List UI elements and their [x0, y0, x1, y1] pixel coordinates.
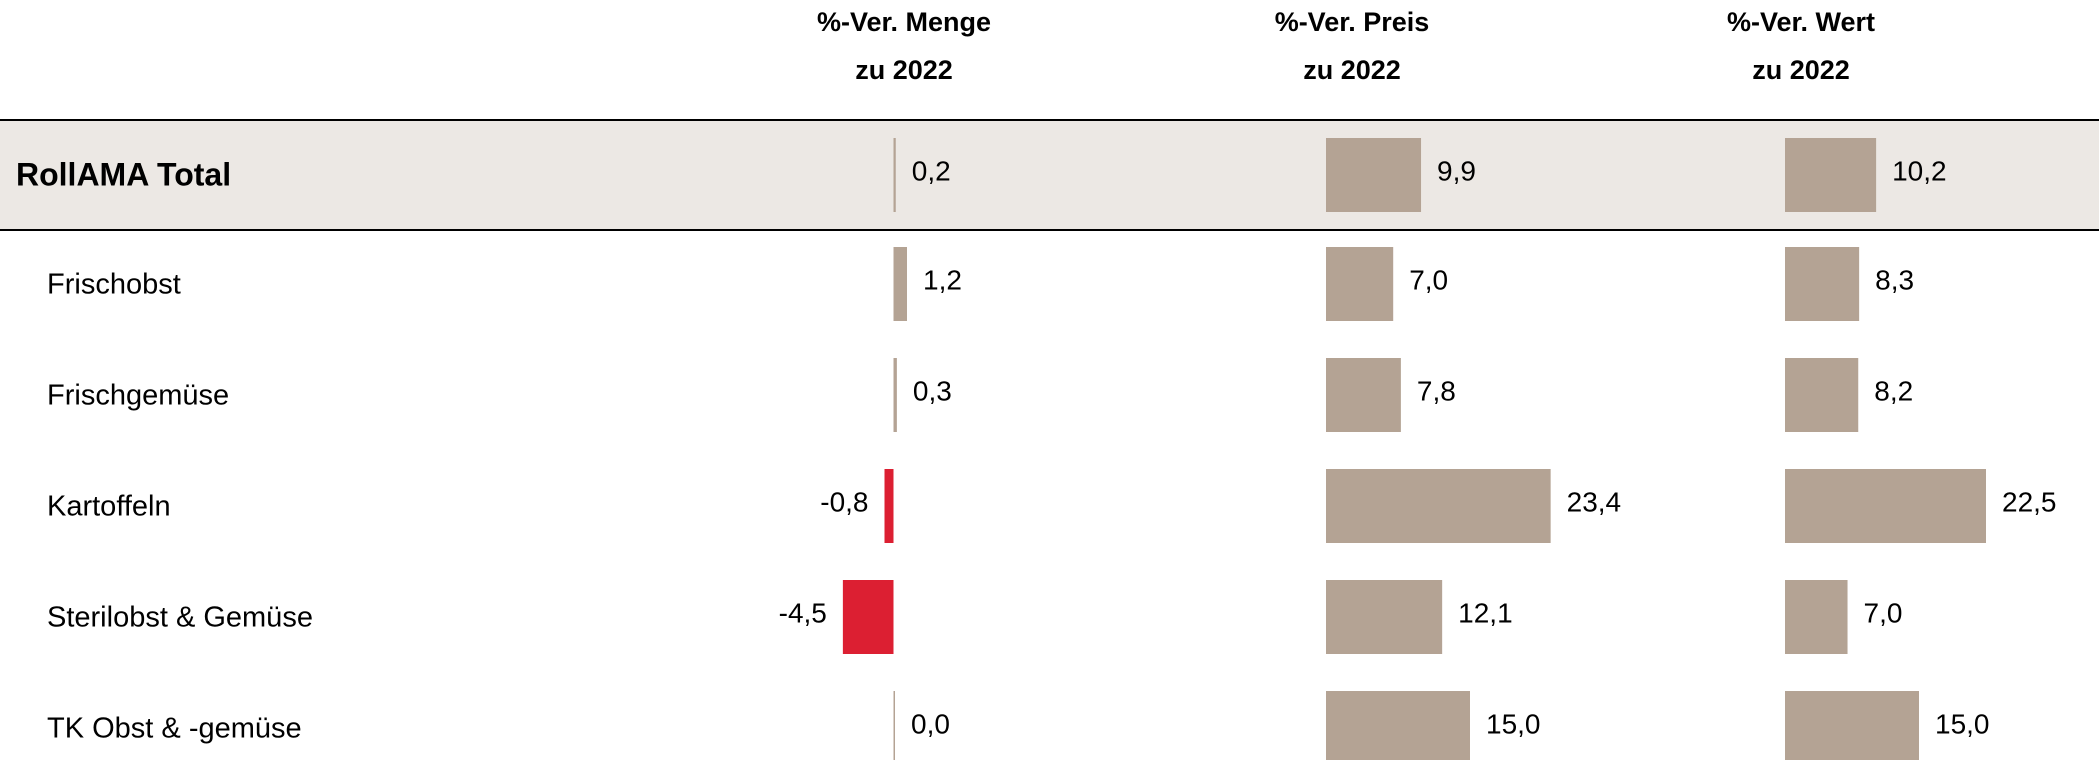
bar — [1326, 247, 1394, 321]
bar — [893, 138, 896, 212]
column-header-line: %-Ver. Preis — [1275, 7, 1430, 37]
bar — [842, 580, 894, 654]
row-label: Frischgemüse — [47, 380, 229, 412]
column-header: %-Ver. Menge zu 2022 — [817, 7, 991, 85]
value-label: 0,2 — [912, 155, 951, 186]
bar — [1785, 580, 1848, 654]
bar — [1785, 691, 1919, 765]
row-label: Frischobst — [47, 269, 181, 301]
bar — [884, 469, 894, 543]
value-label: 7,0 — [1409, 264, 1448, 295]
value-label: 8,3 — [1875, 264, 1914, 295]
total-label: RollAMA Total — [16, 156, 231, 192]
bar — [1785, 358, 1859, 432]
bar — [1326, 469, 1551, 543]
bar — [1326, 358, 1401, 432]
bar — [1785, 469, 1986, 543]
total-row-background — [0, 120, 2099, 230]
value-label: 7,8 — [1417, 375, 1456, 406]
row-label: Kartoffeln — [47, 491, 171, 523]
value-label: 15,0 — [1935, 708, 1990, 739]
column-header-line: zu 2022 — [855, 55, 953, 85]
value-label: 7,0 — [1864, 597, 1903, 628]
value-label: 10,2 — [1892, 155, 1947, 186]
bar — [1326, 580, 1443, 654]
value-label: 0,3 — [913, 375, 952, 406]
bar — [1785, 138, 1877, 212]
bar — [1326, 691, 1470, 765]
bar — [893, 358, 897, 432]
column-header-line: zu 2022 — [1303, 55, 1401, 85]
row-label: TK Obst & -gemüse — [47, 713, 302, 745]
bar — [893, 691, 895, 765]
value-label: 9,9 — [1437, 155, 1476, 186]
value-label: 8,2 — [1874, 375, 1913, 406]
bar — [893, 247, 907, 321]
column-header-line: zu 2022 — [1752, 55, 1850, 85]
value-label: 22,5 — [2002, 486, 2057, 517]
value-label: 12,1 — [1458, 597, 1513, 628]
row-label: Sterilobst & Gemüse — [47, 602, 313, 634]
value-label: 0,0 — [911, 708, 950, 739]
value-label: -0,8 — [820, 486, 868, 517]
column-header-line: %-Ver. Menge — [817, 7, 991, 37]
value-label: -4,5 — [779, 597, 827, 628]
column-header: %-Ver. Wert zu 2022 — [1727, 7, 1875, 85]
value-label: 15,0 — [1486, 708, 1541, 739]
value-label: 1,2 — [923, 264, 962, 295]
value-label: 23,4 — [1567, 486, 1622, 517]
bar — [1326, 138, 1422, 212]
column-header-line: %-Ver. Wert — [1727, 7, 1875, 37]
column-header: %-Ver. Preis zu 2022 — [1275, 7, 1430, 85]
bar — [1785, 247, 1860, 321]
